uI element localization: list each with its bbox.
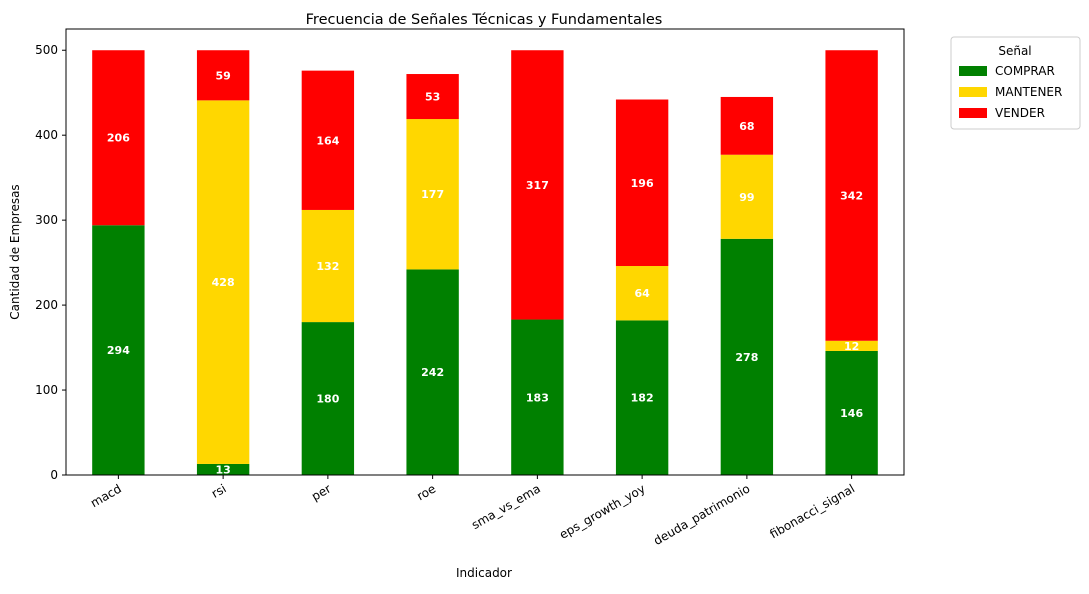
y-tick-label: 400 bbox=[35, 128, 58, 142]
data-label: 206 bbox=[107, 132, 130, 145]
y-tick-label: 100 bbox=[35, 383, 58, 397]
data-label: 12 bbox=[844, 340, 859, 353]
x-tick-label: macd bbox=[88, 481, 124, 510]
bar-segment-vender bbox=[825, 50, 878, 341]
data-label: 196 bbox=[631, 177, 654, 190]
legend-swatch-vender bbox=[959, 108, 987, 118]
bar-segment-vender bbox=[615, 99, 669, 267]
data-label: 164 bbox=[316, 134, 339, 147]
y-axis-title: Cantidad de Empresas bbox=[8, 184, 22, 319]
data-label: 177 bbox=[421, 188, 444, 201]
data-label: 13 bbox=[215, 463, 230, 476]
x-tick-label: per bbox=[309, 481, 333, 503]
data-label: 342 bbox=[840, 190, 863, 203]
legend: Señal COMPRAR MANTENER VENDER bbox=[950, 36, 1081, 130]
bar-segment-comprar bbox=[301, 322, 355, 475]
data-label: 294 bbox=[107, 344, 130, 357]
data-label: 317 bbox=[526, 179, 549, 192]
bar-segment-vender bbox=[406, 74, 459, 120]
x-tick-label: fibonacci_signal bbox=[767, 481, 857, 541]
y-tick-label: 200 bbox=[35, 298, 58, 312]
bar-segment-mantener bbox=[825, 340, 878, 351]
data-label: 146 bbox=[840, 407, 863, 420]
x-tick-label: eps_growth_yoy bbox=[557, 481, 648, 541]
bar-segment-comprar bbox=[511, 319, 564, 475]
legend-label-comprar: COMPRAR bbox=[995, 64, 1055, 78]
bar-segment-mantener bbox=[406, 119, 459, 270]
plot-frame bbox=[65, 28, 905, 476]
data-label: 278 bbox=[735, 351, 758, 364]
data-label: 64 bbox=[634, 287, 650, 300]
bar-segment-comprar bbox=[615, 320, 669, 475]
x-tick-label: sma_vs_ema bbox=[469, 481, 543, 532]
legend-swatch-mantener bbox=[959, 87, 987, 97]
bar-segment-comprar bbox=[196, 463, 250, 475]
data-label: 182 bbox=[631, 392, 654, 405]
legend-swatch-comprar bbox=[959, 66, 987, 76]
bar-segment-vender bbox=[511, 50, 564, 320]
bar-segment-comprar bbox=[720, 238, 774, 475]
bar-segment-mantener bbox=[720, 154, 774, 239]
bar-segment-vender bbox=[720, 96, 774, 155]
bar-segment-mantener bbox=[301, 209, 355, 323]
legend-frame bbox=[950, 36, 1081, 130]
data-label: 59 bbox=[215, 69, 230, 82]
y-tick-label: 300 bbox=[35, 213, 58, 227]
plot-area: 0 100 200 300 400 500 294 206 macd 13 428 59 rsi 180 1… bbox=[35, 43, 878, 548]
data-label: 99 bbox=[739, 191, 754, 204]
bar-segment-comprar bbox=[825, 350, 878, 475]
data-label: 53 bbox=[425, 91, 440, 104]
x-tick-label: roe bbox=[414, 481, 438, 503]
bar-segment-vender bbox=[196, 50, 250, 101]
data-label: 242 bbox=[421, 366, 444, 379]
data-label: 132 bbox=[316, 260, 339, 273]
chart-title: Frecuencia de Señales Técnicas y Fundame… bbox=[306, 12, 663, 28]
bar-segment-vender bbox=[92, 50, 145, 226]
data-label: 183 bbox=[526, 391, 549, 404]
x-tick-label: deuda_patrimonio bbox=[651, 481, 752, 548]
data-label: 428 bbox=[212, 276, 235, 289]
data-label: 68 bbox=[739, 120, 754, 133]
y-tick-label: 500 bbox=[35, 43, 58, 57]
data-label: 180 bbox=[316, 393, 339, 406]
x-axis-title: Indicador bbox=[456, 566, 512, 580]
bar-segment-vender bbox=[301, 70, 355, 210]
legend-title: Señal bbox=[998, 44, 1031, 58]
bar-segment-mantener bbox=[615, 266, 669, 321]
legend-label-mantener: MANTENER bbox=[995, 85, 1062, 99]
bar-segment-mantener bbox=[196, 100, 250, 464]
bar-segment-comprar bbox=[92, 225, 145, 475]
x-tick-label: rsi bbox=[209, 481, 229, 500]
bar-segment-comprar bbox=[406, 269, 459, 475]
y-tick-label: 0 bbox=[50, 468, 58, 482]
legend-label-vender: VENDER bbox=[995, 106, 1045, 120]
